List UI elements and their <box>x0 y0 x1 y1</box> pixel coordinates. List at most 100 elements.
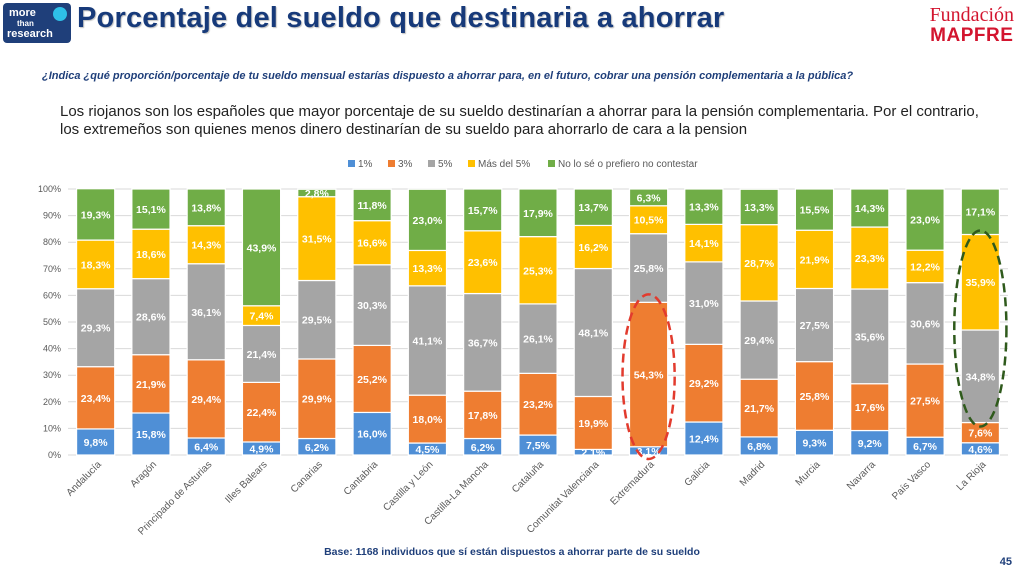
bar-segment <box>186 225 226 265</box>
data-label: 31,0% <box>689 298 719 310</box>
data-label: 29,5% <box>302 315 332 327</box>
data-label: 6,2% <box>305 442 330 454</box>
bar-segment <box>241 188 282 307</box>
bar-segment <box>297 279 337 360</box>
data-label: 7,5% <box>526 440 551 452</box>
data-label: 3,1% <box>637 446 662 458</box>
data-label: 14,3% <box>855 203 885 215</box>
bar-segment <box>739 378 779 438</box>
data-label: 17,6% <box>855 402 885 414</box>
data-label: 21,4% <box>247 349 277 361</box>
bar-segment <box>407 249 448 287</box>
bar-segment <box>407 285 448 396</box>
bar-segment <box>352 220 392 266</box>
data-label: 18,0% <box>413 414 443 426</box>
legend-swatch <box>348 160 355 167</box>
bar-segment <box>739 188 779 226</box>
bar-segment <box>186 263 226 361</box>
bar-segment <box>905 282 945 365</box>
legend-swatch <box>468 160 475 167</box>
data-label: 23,2% <box>523 399 553 411</box>
bar-segment <box>463 230 503 295</box>
x-category-label: Castilla y León <box>381 459 435 513</box>
bar-segment <box>794 361 835 431</box>
data-label: 18,6% <box>136 249 166 261</box>
bar-segment <box>186 359 226 439</box>
bar-segment <box>905 188 945 251</box>
data-label: 13,8% <box>191 202 221 214</box>
fundacion-mapfre-logo: Fundación MAPFRE <box>930 4 1014 46</box>
bar-segment <box>850 188 890 228</box>
more-than-research-logo: more than research <box>3 3 71 43</box>
bar-segment <box>628 301 669 448</box>
bar-segment <box>75 366 116 430</box>
data-label: 19,3% <box>81 209 111 221</box>
bar-segment <box>573 188 613 227</box>
data-label: 48,1% <box>578 328 608 340</box>
bar-segment <box>960 329 1001 424</box>
bar-segment <box>352 411 392 456</box>
data-label: 17,9% <box>523 208 553 220</box>
data-label: 36,1% <box>191 307 221 319</box>
data-label: 25,3% <box>523 265 553 277</box>
bar-segment <box>794 188 835 231</box>
bar-segment <box>739 300 779 380</box>
stacked-bar-chart: 0% 10% 20% 30% 40% 50% 60% 70% 80% 90% 100% 1% 3% 5% M… <box>38 159 1008 537</box>
data-label: 23,0% <box>413 215 443 227</box>
data-label: 35,9% <box>965 277 995 289</box>
bar-segment <box>960 188 1001 236</box>
page-number: 45 <box>999 556 1012 568</box>
data-label: 9,3% <box>803 438 828 450</box>
y-tick-label: 60% <box>43 290 61 300</box>
data-label: 21,9% <box>136 379 166 391</box>
brand-line-2: MAPFRE <box>930 25 1014 46</box>
bar-segment <box>850 288 890 385</box>
y-tick-label: 20% <box>43 397 61 407</box>
bar-segment <box>186 188 226 227</box>
bar-segment <box>850 383 890 432</box>
data-label: 43,9% <box>247 242 277 254</box>
bar-segment <box>463 292 503 392</box>
y-tick-label: 100% <box>38 184 61 194</box>
bar-segment <box>573 395 613 451</box>
base-note: Base: 1168 individuos que sí están dispu… <box>324 546 700 558</box>
bar-segment <box>628 188 669 207</box>
data-label: 21,7% <box>744 403 774 415</box>
data-label: 34,8% <box>965 371 995 383</box>
data-label: 2,1% <box>581 447 606 459</box>
bar-segment <box>297 196 337 282</box>
data-label: 28,7% <box>744 258 774 270</box>
data-label: 14,3% <box>191 240 221 252</box>
bar-segment <box>739 224 779 302</box>
x-category-label: Andalucía <box>65 459 105 499</box>
logo-line-3: research <box>7 28 53 40</box>
data-label: 6,2% <box>471 442 496 454</box>
data-label: 23,4% <box>81 393 111 405</box>
data-label: 23,0% <box>910 215 940 227</box>
bar-segment <box>407 188 448 252</box>
x-category-label: Cataluña <box>510 459 546 495</box>
x-category-label: País Vasco <box>890 459 933 502</box>
bar-segment <box>960 233 1001 331</box>
x-category-label: Navarra <box>845 459 878 492</box>
data-label: 16,0% <box>357 429 387 441</box>
legend-label: No lo sé o prefiero no contestar <box>558 159 698 170</box>
legend-swatch <box>548 160 555 167</box>
x-category-label: La Rioja <box>955 459 989 493</box>
x-category-label: Aragón <box>128 459 159 490</box>
legend-label: Más del 5% <box>478 159 530 170</box>
bar-segment <box>131 188 171 230</box>
data-label: 25,8% <box>800 391 830 403</box>
bar-segment <box>75 188 116 241</box>
data-label: 7,6% <box>968 428 993 440</box>
data-label: 18,3% <box>81 259 111 271</box>
data-label: 15,1% <box>136 204 166 216</box>
data-label: 23,3% <box>855 253 885 265</box>
data-label: 13,3% <box>689 202 719 214</box>
survey-question: ¿Indica ¿qué proporción/porcentaje de tu… <box>42 70 854 82</box>
x-category-label: Cantabria <box>342 459 381 498</box>
bar-segment <box>684 188 724 225</box>
data-label: 16,2% <box>578 242 608 254</box>
data-label: 13,3% <box>744 202 774 214</box>
bar-segment <box>297 358 337 440</box>
